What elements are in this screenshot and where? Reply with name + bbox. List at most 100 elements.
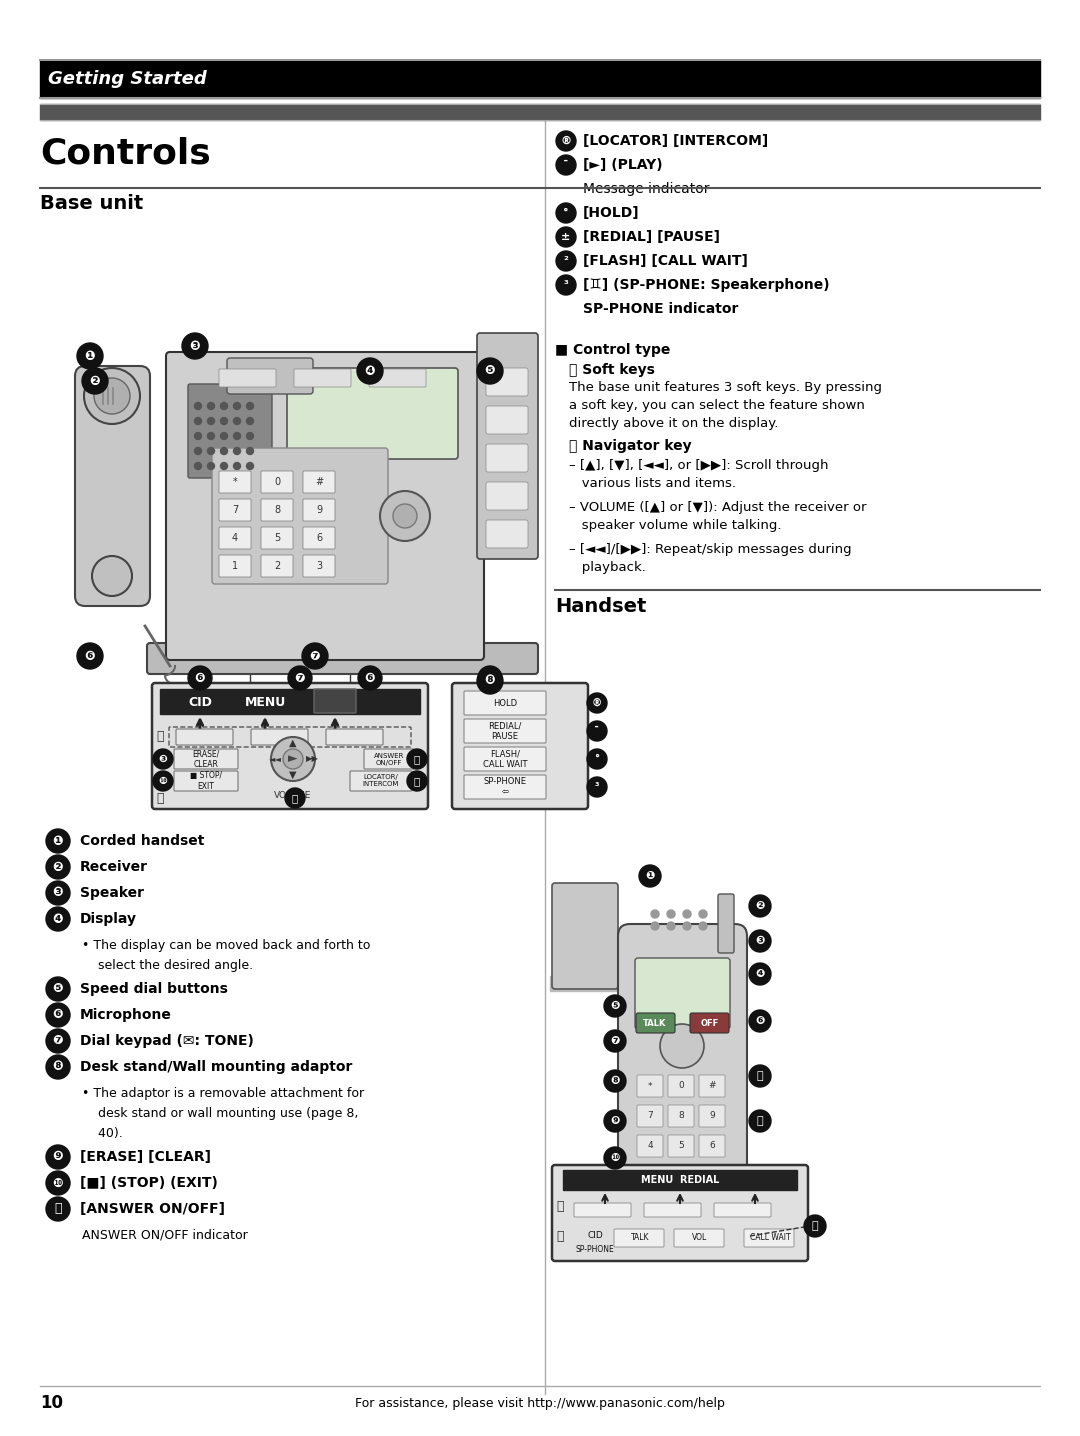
FancyBboxPatch shape — [464, 691, 546, 715]
FancyBboxPatch shape — [251, 729, 308, 745]
Text: ⑪: ⑪ — [54, 1202, 62, 1215]
FancyBboxPatch shape — [637, 1165, 663, 1188]
Circle shape — [246, 462, 254, 470]
FancyBboxPatch shape — [477, 333, 538, 559]
Circle shape — [220, 448, 228, 455]
Circle shape — [207, 418, 215, 425]
Text: ❻: ❻ — [84, 649, 95, 662]
Text: 6: 6 — [316, 533, 322, 543]
FancyBboxPatch shape — [303, 498, 335, 521]
Circle shape — [639, 864, 661, 887]
Circle shape — [283, 750, 303, 770]
FancyBboxPatch shape — [219, 527, 251, 549]
Circle shape — [285, 788, 305, 808]
Text: 8: 8 — [274, 505, 280, 516]
Text: ▲: ▲ — [289, 738, 297, 748]
FancyBboxPatch shape — [637, 1076, 663, 1097]
Text: 5: 5 — [274, 533, 280, 543]
Circle shape — [604, 1070, 626, 1091]
FancyBboxPatch shape — [219, 498, 251, 521]
Text: ❿: ❿ — [53, 1176, 64, 1189]
FancyBboxPatch shape — [669, 1104, 694, 1127]
FancyBboxPatch shape — [699, 1134, 725, 1157]
Text: ❾: ❾ — [610, 1116, 620, 1126]
Text: ❷: ❷ — [755, 900, 765, 910]
FancyBboxPatch shape — [212, 448, 388, 584]
Circle shape — [220, 462, 228, 470]
Text: ERASE/
CLEAR: ERASE/ CLEAR — [192, 750, 219, 768]
FancyBboxPatch shape — [464, 747, 546, 771]
Circle shape — [357, 358, 383, 383]
Circle shape — [233, 432, 241, 439]
Circle shape — [271, 737, 315, 781]
Text: [■] (STOP) (EXIT): [■] (STOP) (EXIT) — [80, 1176, 218, 1190]
Circle shape — [604, 1030, 626, 1053]
Circle shape — [77, 343, 103, 369]
Circle shape — [750, 1110, 771, 1132]
Circle shape — [233, 418, 241, 425]
Circle shape — [667, 910, 675, 918]
Circle shape — [207, 432, 215, 439]
Circle shape — [604, 1147, 626, 1169]
FancyBboxPatch shape — [147, 643, 538, 673]
Text: ❽: ❽ — [485, 672, 496, 685]
Circle shape — [750, 1010, 771, 1032]
Text: ®: ® — [592, 698, 603, 708]
Text: 7: 7 — [647, 1111, 653, 1120]
Text: Microphone: Microphone — [80, 1008, 172, 1022]
Circle shape — [288, 666, 312, 691]
Text: ⑬: ⑬ — [812, 1221, 819, 1231]
FancyBboxPatch shape — [314, 689, 356, 714]
Circle shape — [46, 882, 70, 905]
Text: For assistance, please visit http://www.panasonic.com/help: For assistance, please visit http://www.… — [355, 1396, 725, 1410]
Text: [LOCATOR] [INTERCOM]: [LOCATOR] [INTERCOM] — [583, 134, 768, 148]
Circle shape — [556, 202, 576, 223]
Text: Controls: Controls — [40, 136, 211, 169]
Circle shape — [46, 908, 70, 931]
Text: Ⓐ: Ⓐ — [556, 1199, 564, 1212]
Text: ⑫: ⑫ — [414, 775, 420, 785]
Text: – [◄◄]/[▶▶]: Repeat/skip messages during
   playback.: – [◄◄]/[▶▶]: Repeat/skip messages during… — [569, 543, 852, 574]
Text: ❽: ❽ — [485, 675, 496, 688]
Circle shape — [183, 333, 208, 359]
Text: Speed dial buttons: Speed dial buttons — [80, 982, 228, 997]
FancyBboxPatch shape — [699, 1104, 725, 1127]
Text: ❸: ❸ — [190, 339, 200, 352]
Text: ❽: ❽ — [53, 1061, 64, 1074]
Circle shape — [651, 922, 659, 931]
Circle shape — [651, 910, 659, 918]
Text: • The display can be moved back and forth to: • The display can be moved back and fort… — [82, 939, 370, 952]
Text: °: ° — [594, 754, 599, 764]
Circle shape — [194, 448, 202, 455]
Circle shape — [660, 1024, 704, 1068]
FancyBboxPatch shape — [637, 1134, 663, 1157]
Text: ¯: ¯ — [563, 159, 569, 169]
FancyBboxPatch shape — [486, 406, 528, 434]
Text: ■ Control type: ■ Control type — [555, 343, 671, 358]
FancyBboxPatch shape — [699, 1165, 725, 1188]
Text: ®: ® — [561, 136, 571, 146]
Text: FLASH/
CALL WAIT: FLASH/ CALL WAIT — [483, 750, 527, 768]
Text: REDIAL/
PAUSE: REDIAL/ PAUSE — [488, 721, 522, 741]
Text: ❶: ❶ — [84, 349, 95, 362]
Circle shape — [407, 771, 427, 791]
Text: SP-PHONE
⇦: SP-PHONE ⇦ — [484, 777, 527, 797]
Text: #: # — [708, 1081, 716, 1090]
Circle shape — [207, 462, 215, 470]
Text: ❻: ❻ — [194, 672, 205, 685]
FancyBboxPatch shape — [303, 554, 335, 577]
FancyBboxPatch shape — [364, 750, 414, 770]
Circle shape — [556, 276, 576, 294]
FancyBboxPatch shape — [637, 1104, 663, 1127]
Text: ❸: ❸ — [755, 936, 765, 946]
Circle shape — [46, 829, 70, 853]
Text: MENU  REDIAL: MENU REDIAL — [640, 1175, 719, 1185]
Text: select the desired angle.: select the desired angle. — [82, 958, 253, 972]
Text: ⑪: ⑪ — [414, 754, 420, 764]
Circle shape — [194, 432, 202, 439]
Text: desk stand or wall mounting use (page 8,: desk stand or wall mounting use (page 8, — [82, 1107, 359, 1120]
Text: 6: 6 — [710, 1142, 715, 1150]
Circle shape — [750, 931, 771, 952]
Text: CID: CID — [188, 695, 212, 708]
FancyBboxPatch shape — [188, 383, 272, 478]
